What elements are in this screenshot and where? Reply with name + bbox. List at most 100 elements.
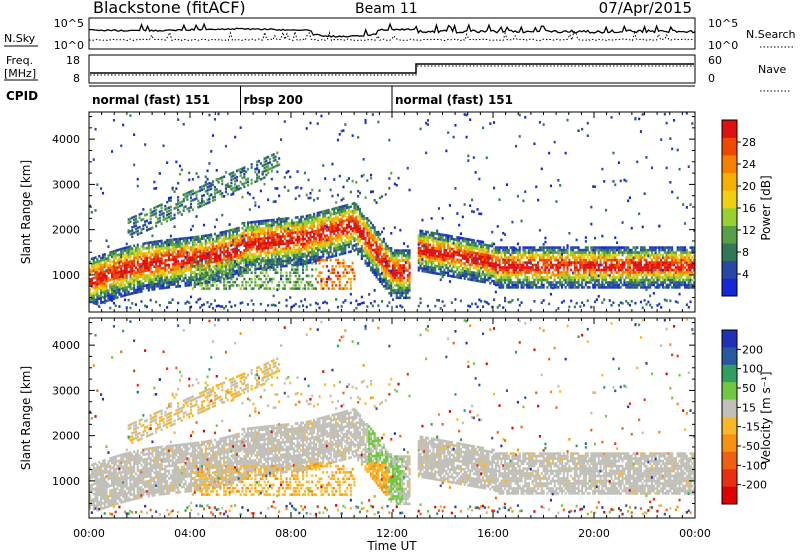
- scatter-cell: [237, 229, 240, 232]
- scatter-cell: [515, 261, 518, 264]
- scatter-cell: [129, 270, 132, 273]
- scatter-cell: [197, 247, 200, 251]
- scatter-cell: [142, 267, 145, 270]
- scatter-cell: [408, 256, 411, 260]
- scatter-cell: [263, 227, 266, 230]
- scatter-cell: [487, 261, 490, 265]
- scatter-cell: [151, 280, 154, 284]
- scatter-cell: [156, 245, 159, 248]
- scatter-cell: [322, 225, 325, 228]
- scatter-cell: [246, 180, 249, 184]
- scatter-cell: [485, 156, 488, 160]
- scatter-cell: [228, 234, 231, 237]
- scatter-cell: [526, 256, 529, 259]
- scatter-cell: [529, 268, 532, 272]
- scatter-cell: [160, 279, 163, 282]
- scatter-cell: [280, 268, 283, 271]
- scatter-cell: [434, 257, 437, 260]
- scatter-cell: [303, 232, 306, 236]
- scatter-cell: [428, 251, 431, 254]
- scatter-cell: [362, 217, 365, 220]
- scatter-cell: [520, 273, 523, 277]
- scatter-cell: [434, 304, 437, 308]
- scatter-cell: [452, 247, 455, 251]
- scatter-cell: [188, 178, 191, 182]
- scatter-cell: [111, 283, 114, 286]
- scatter-cell: [471, 261, 474, 264]
- scatter-cell: [237, 234, 240, 237]
- scatter-cell: [300, 280, 303, 284]
- scatter-cell: [131, 267, 134, 270]
- scatter-cell: [175, 262, 178, 266]
- scatter-cell: [250, 178, 253, 182]
- noise-left-tick-bottom: 10^0: [54, 39, 84, 52]
- scatter-cell: [291, 265, 294, 268]
- scatter-cell: [426, 304, 429, 308]
- scatter-cell: [208, 197, 211, 201]
- scatter-cell: [292, 304, 295, 307]
- scatter-cell: [241, 222, 244, 225]
- scatter-cell: [219, 253, 222, 257]
- scatter-cell: [335, 265, 338, 268]
- scatter-cell: [381, 272, 384, 275]
- scatter-cell: [493, 250, 496, 253]
- scatter-cell: [274, 225, 277, 229]
- scatter-cell: [131, 252, 134, 255]
- scatter-cell: [217, 259, 220, 262]
- scatter-cell: [177, 211, 180, 215]
- scatter-cell: [197, 245, 200, 248]
- scatter-cell: [474, 251, 477, 255]
- scatter-cell: [136, 220, 139, 223]
- scatter-cell: [320, 245, 323, 249]
- scatter-cell: [437, 267, 440, 271]
- scatter-cell: [184, 269, 187, 272]
- scatter-cell: [379, 243, 382, 246]
- scatter-cell: [529, 271, 532, 274]
- scatter-cell: [340, 250, 343, 253]
- scatter-cell: [342, 229, 345, 233]
- scatter-cell: [375, 270, 378, 274]
- scatter-cell: [335, 244, 338, 247]
- scatter-cell: [259, 258, 262, 262]
- scatter-cell: [447, 266, 450, 270]
- scatter-cell: [103, 255, 106, 259]
- scatter-cell: [179, 284, 182, 288]
- scatter-cell: [419, 297, 422, 300]
- scatter-cell: [504, 299, 507, 303]
- scatter-cell: [138, 265, 141, 269]
- scatter-cell: [535, 253, 538, 257]
- scatter-cell: [364, 259, 367, 263]
- scatter-cell: [243, 229, 246, 232]
- scatter-cell: [393, 182, 396, 186]
- scatter-cell: [280, 240, 283, 243]
- scatter-cell: [112, 250, 115, 253]
- scatter-cell: [285, 222, 288, 225]
- scatter-cell: [298, 245, 301, 249]
- scatter-cell: [333, 222, 336, 225]
- scatter-cell: [450, 255, 453, 258]
- scatter-cell: [254, 233, 257, 236]
- scatter-cell: [307, 259, 310, 262]
- scatter-cell: [267, 280, 270, 284]
- scatter-cell: [461, 257, 464, 260]
- scatter-cell: [215, 279, 218, 283]
- scatter-cell: [228, 261, 231, 265]
- scatter-cell: [487, 279, 490, 282]
- scatter-cell: [487, 302, 490, 306]
- scatter-cell: [456, 248, 459, 252]
- scatter-cell: [186, 244, 189, 247]
- scatter-cell: [285, 298, 288, 302]
- scatter-cell: [263, 280, 266, 284]
- scatter-cell: [100, 301, 103, 305]
- scatter-cell: [437, 252, 440, 256]
- scatter-cell: [358, 250, 361, 253]
- scatter-cell: [430, 266, 433, 269]
- scatter-cell: [325, 211, 328, 215]
- scatter-cell: [338, 133, 341, 136]
- scatter-cell: [269, 167, 272, 171]
- scatter-cell: [432, 241, 435, 245]
- scatter-cell: [254, 261, 257, 265]
- scatter-cell: [246, 226, 249, 229]
- scatter-cell: [447, 251, 450, 255]
- scatter-cell: [149, 263, 152, 267]
